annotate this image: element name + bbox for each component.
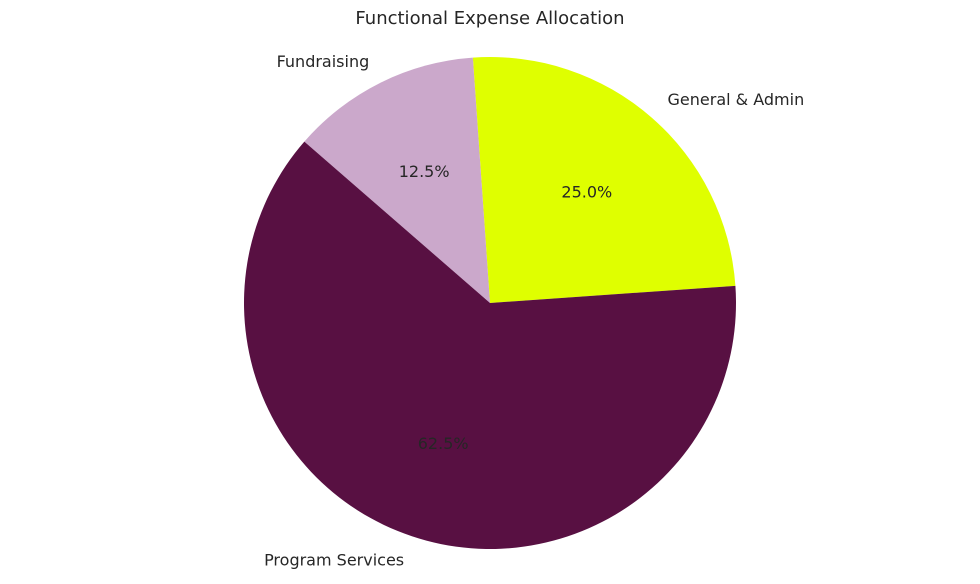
- pie-slice-program-services: [244, 141, 737, 549]
- pie-slice-general-admin: [472, 57, 736, 303]
- slice-label: Fundraising: [277, 52, 370, 71]
- slice-percent-label: 12.5%: [399, 162, 450, 181]
- pie-slice-fundraising: [304, 57, 490, 303]
- slice-label: General & Admin: [668, 90, 805, 109]
- slice-label: Program Services: [264, 551, 404, 570]
- slice-percent-label: 62.5%: [418, 434, 469, 453]
- chart-title: Functional Expense Allocation: [355, 8, 624, 29]
- slice-percent-label: 25.0%: [561, 183, 612, 202]
- pie-labels: General & Admin 25.0% Fundraising 12.5% Prog…: [264, 52, 804, 570]
- pie-slices: [244, 57, 737, 549]
